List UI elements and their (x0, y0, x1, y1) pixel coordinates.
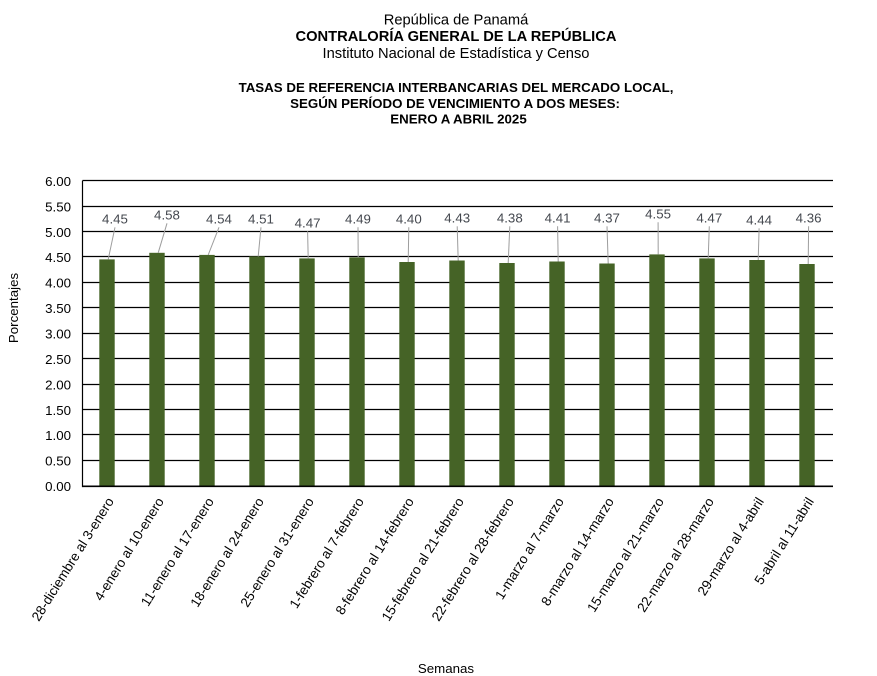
svg-text:0.50: 0.50 (45, 454, 71, 469)
svg-text:4.44: 4.44 (746, 213, 772, 228)
svg-text:3.00: 3.00 (45, 327, 71, 342)
svg-text:6.00: 6.00 (45, 174, 71, 189)
svg-text:4.37: 4.37 (594, 211, 620, 226)
svg-text:0.00: 0.00 (45, 479, 71, 494)
svg-text:4.45: 4.45 (102, 212, 128, 227)
svg-text:Instituto Nacional de Estadíst: Instituto Nacional de Estadística y Cens… (323, 46, 590, 62)
svg-text:2.00: 2.00 (45, 377, 71, 392)
svg-text:4.49: 4.49 (345, 212, 371, 227)
svg-text:4.55: 4.55 (645, 207, 671, 222)
svg-text:4.40: 4.40 (396, 212, 422, 227)
svg-text:4.43: 4.43 (444, 211, 470, 226)
svg-text:CONTRALORÍA GENERAL DE LA REPÚ: CONTRALORÍA GENERAL DE LA REPÚBLICA (296, 27, 617, 45)
svg-text:SEGÚN PERÍODO DE VENCIMIENTO A: SEGÚN PERÍODO DE VENCIMIENTO A DOS MESES… (290, 96, 620, 111)
svg-text:4.50: 4.50 (45, 250, 71, 265)
svg-text:2.50: 2.50 (45, 352, 71, 367)
svg-text:4.41: 4.41 (545, 211, 571, 226)
svg-text:3.50: 3.50 (45, 301, 71, 316)
svg-text:4.51: 4.51 (248, 212, 274, 227)
svg-text:4.54: 4.54 (206, 212, 232, 227)
svg-text:TASAS DE REFERENCIA INTERBANCA: TASAS DE REFERENCIA INTERBANCARIAS DEL M… (239, 80, 674, 95)
svg-text:1.00: 1.00 (45, 428, 71, 443)
svg-text:4.36: 4.36 (796, 211, 822, 226)
svg-text:ENERO A ABRIL 2025: ENERO A ABRIL 2025 (390, 111, 527, 126)
svg-text:4.47: 4.47 (696, 211, 722, 226)
svg-text:4.58: 4.58 (154, 208, 180, 223)
svg-text:Semanas: Semanas (418, 661, 475, 676)
svg-text:Porcentajes: Porcentajes (6, 273, 21, 344)
svg-text:5.00: 5.00 (45, 225, 71, 240)
svg-text:4.47: 4.47 (295, 216, 321, 231)
svg-text:4.38: 4.38 (497, 211, 523, 226)
svg-text:República de Panamá: República de Panamá (384, 12, 529, 28)
svg-text:4.00: 4.00 (45, 276, 71, 291)
svg-text:1.50: 1.50 (45, 403, 71, 418)
svg-text:5.50: 5.50 (45, 199, 71, 214)
